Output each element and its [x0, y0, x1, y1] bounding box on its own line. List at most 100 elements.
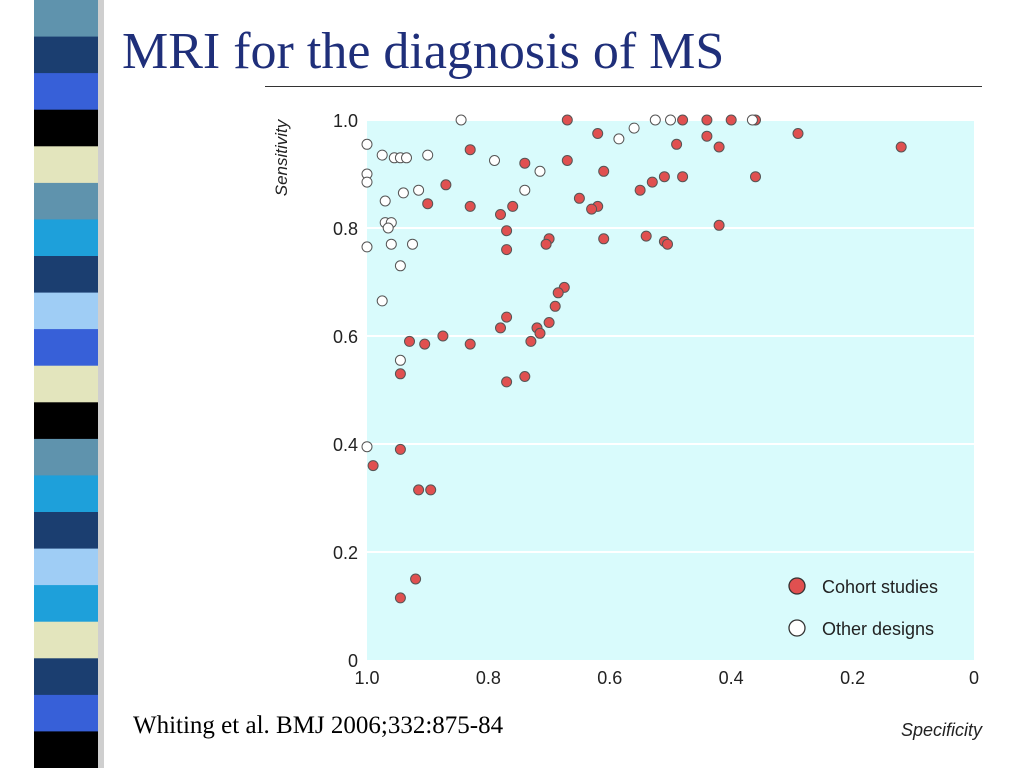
slide-title: MRI for the diagnosis of MS: [122, 23, 725, 80]
grid-lines: [367, 119, 974, 553]
other-design-point: [455, 114, 467, 126]
strip-segment: [34, 694, 98, 733]
cohort-study-point: [549, 300, 561, 312]
other-design-point: [649, 114, 661, 126]
other-design-point: [385, 238, 397, 250]
cohort-study-point: [677, 114, 689, 126]
other-design-point: [413, 184, 425, 196]
cohort-study-point: [410, 573, 422, 585]
legend-other-marker: [788, 619, 806, 637]
y-axis-label: Sensitivity: [272, 118, 291, 196]
other-design-point: [361, 441, 373, 453]
strip-segment: [34, 731, 98, 768]
cohort-study-point: [725, 114, 737, 126]
strip-segment: [34, 0, 98, 38]
cohort-study-point: [419, 338, 431, 350]
strip-segment: [34, 109, 98, 147]
other-design-point: [361, 176, 373, 188]
x-tick-label: 1.0: [354, 668, 379, 688]
cohort-study-point: [658, 171, 670, 183]
cohort-study-point: [464, 200, 476, 212]
y-tick-label: 0.4: [333, 435, 358, 455]
other-design-point: [665, 114, 676, 126]
x-axis-ticks: 1.0 0.8 0.6 0.4 0.2 0: [354, 668, 979, 688]
cohort-study-point: [646, 176, 658, 188]
strip-segment: [34, 402, 98, 440]
cohort-study-point: [713, 219, 725, 231]
other-design-point: [361, 138, 373, 150]
cohort-study-point: [413, 484, 425, 496]
cohort-study-point: [519, 371, 531, 382]
cohort-study-point: [598, 165, 610, 177]
cohort-study-point: [394, 592, 406, 604]
cohort-study-point: [677, 171, 689, 183]
cohort-study-point: [671, 138, 683, 150]
cohort-study-point: [561, 114, 573, 126]
strip-segment: [34, 365, 98, 403]
other-design-point: [361, 241, 373, 253]
cohort-study-point: [662, 238, 673, 250]
strip-segment: [34, 329, 98, 367]
cohort-study-point: [464, 338, 476, 350]
other-design-point: [628, 122, 640, 134]
legend-other-label: Other designs: [822, 619, 934, 639]
cohort-study-point: [422, 198, 434, 210]
other-design-point: [376, 149, 388, 161]
other-design-point: [382, 222, 394, 234]
cohort-study-point: [586, 203, 598, 215]
cohort-study-point: [634, 184, 646, 196]
cohort-study-point: [501, 311, 513, 323]
other-design-point: [489, 155, 500, 166]
strip-segment: [34, 182, 98, 221]
strip-segment: [34, 512, 98, 550]
strip-segment: [34, 475, 98, 513]
cohort-study-point: [543, 317, 555, 328]
strip-segment: [34, 658, 98, 696]
y-tick-label: 0: [348, 651, 358, 671]
cohort-study-point: [573, 192, 585, 204]
legend-cohort-label: Cohort studies: [822, 577, 938, 597]
other-design-point: [379, 195, 391, 207]
other-design-point: [394, 260, 406, 272]
other-design-point: [613, 133, 625, 145]
other-design-point: [394, 354, 406, 366]
other-design-point: [746, 114, 758, 126]
other-design-point: [519, 184, 531, 196]
citation: Whiting et al. BMJ 2006;332:875-84: [133, 712, 504, 739]
x-tick-label: 0.6: [597, 668, 622, 688]
strip-segment: [34, 36, 98, 74]
cohort-study-point: [540, 238, 552, 250]
title-underline: [265, 86, 982, 87]
other-design-point: [397, 187, 409, 199]
other-design-point: [401, 152, 412, 164]
cohort-study-point: [464, 144, 476, 156]
x-tick-label: 0.8: [476, 668, 501, 688]
x-axis-label: Specificity: [901, 720, 983, 740]
strip-segment: [34, 585, 98, 623]
cohort-study-point: [394, 443, 406, 455]
y-tick-label: 0.8: [333, 219, 358, 239]
cohort-study-point: [640, 230, 652, 242]
y-tick-label: 1.0: [333, 111, 358, 131]
strip-shadow: [98, 0, 104, 768]
cohort-study-point: [750, 171, 761, 183]
legend-cohort-marker: [788, 577, 806, 595]
other-design-point: [422, 149, 434, 161]
other-design-point: [407, 238, 418, 250]
cohort-study-point: [701, 114, 713, 126]
y-tick-label: 0.2: [333, 543, 358, 563]
strip-segment: [34, 219, 98, 257]
cohort-study-point: [394, 368, 406, 380]
strip-segment: [34, 73, 98, 111]
x-tick-label: 0: [969, 668, 979, 688]
cohort-study-point: [501, 376, 513, 388]
legend: Cohort studies Other designs: [788, 577, 938, 639]
scatter-chart: 0 0.2 0.4 0.6 0.8 1.0 1.0 0.8 0.6 0.4 0.2 0 Sensit…: [272, 111, 983, 740]
decorative-strip: [34, 0, 104, 768]
cohort-study-point: [495, 209, 506, 220]
data-points: [361, 114, 907, 604]
cohort-study-point: [552, 287, 564, 299]
strip-segment: [34, 548, 98, 586]
cohort-study-point: [592, 128, 604, 139]
strip-segment: [34, 438, 98, 477]
